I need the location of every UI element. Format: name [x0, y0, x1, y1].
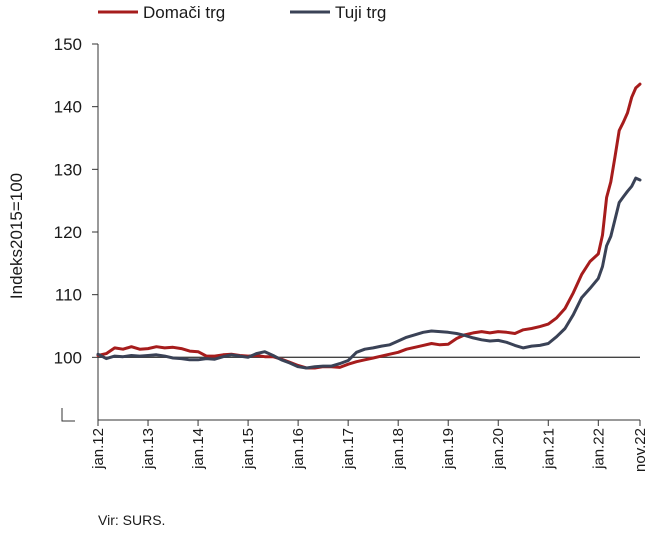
- x-tick-label: jan.22: [590, 428, 607, 470]
- legend-label-1: Domači trg: [143, 3, 225, 22]
- y-tick-label: 140: [54, 98, 82, 117]
- x-tick-label: jan.19: [440, 428, 457, 470]
- axis-break-mark: [61, 408, 75, 422]
- x-tick-label: jan.17: [340, 428, 357, 470]
- x-tick-label: jan.18: [390, 428, 407, 470]
- x-tick-label: jan.16: [290, 428, 307, 470]
- x-tick-label: jan.14: [190, 428, 207, 470]
- y-tick-label: 100: [54, 348, 82, 367]
- x-tick-label: nov.22: [632, 428, 648, 472]
- series-lines: [96, 82, 642, 370]
- x-tick-label: jan.15: [240, 428, 257, 470]
- legend: Domači trg Tuji trg: [98, 3, 386, 22]
- y-axis-ticks: 100 110 120 130 140 150: [54, 35, 98, 367]
- source-note: Vir: SURS.: [98, 512, 166, 528]
- y-tick-label: 120: [54, 223, 82, 242]
- y-tick-label: 110: [55, 286, 82, 305]
- x-tick-label: jan.21: [540, 428, 557, 470]
- y-tick-label: 130: [54, 160, 82, 179]
- series-line-2: [96, 176, 642, 370]
- y-axis-label: Indeks2015=100: [7, 173, 26, 299]
- legend-label-2: Tuji trg: [335, 3, 386, 22]
- series-line-1: [96, 82, 642, 370]
- x-tick-label: jan.20: [490, 428, 507, 470]
- y-tick-label: 150: [54, 35, 82, 54]
- x-axis-ticks: jan.12 jan.13 jan.14 jan.15 jan.16 jan.17 jan.…: [90, 420, 648, 472]
- x-tick-label: jan.12: [90, 428, 107, 470]
- x-tick-label: jan.13: [140, 428, 157, 470]
